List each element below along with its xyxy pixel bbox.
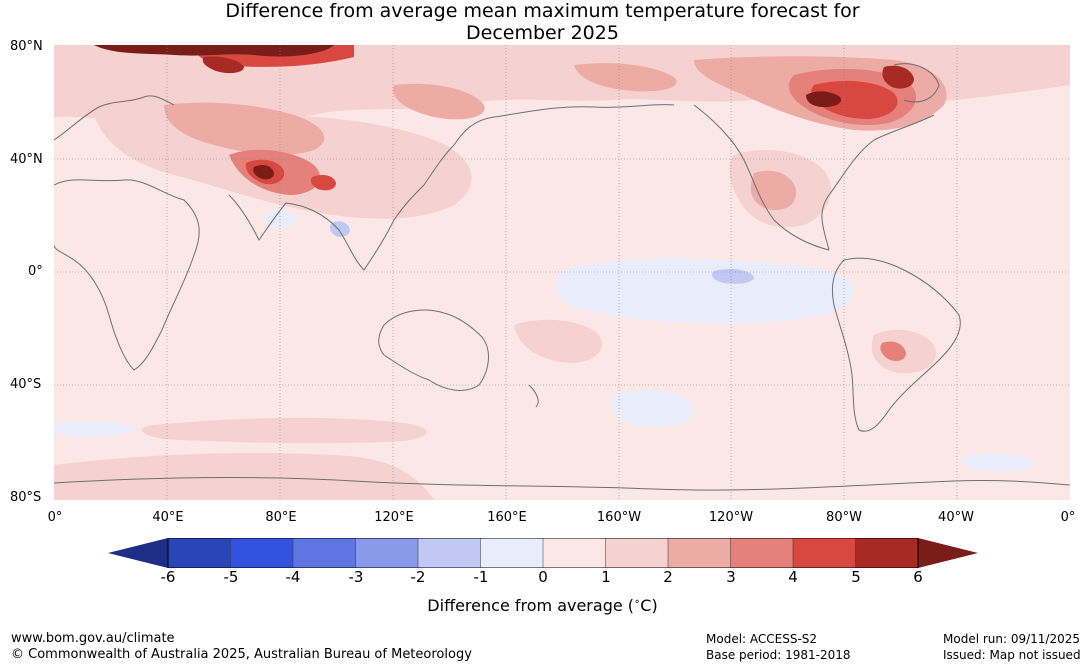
anomaly-zone-north-siberia-6 [94,45,334,57]
colorbar-tick: -1 [473,568,489,586]
lon-label-160e: 160°E [487,510,527,525]
anomaly-zone-siberia-2 [393,83,485,120]
coastline-australia [378,309,489,391]
coastline-antarctica [54,476,1070,491]
anomaly-zone-pacific-cool-core [712,269,754,284]
lon-label-80w: 80°W [826,510,862,525]
coastline-europe [54,95,175,141]
lat-label-equator: 0° [28,264,43,279]
colorbar-tick: 5 [851,568,861,586]
anomaly-zone-greenland-5 [882,65,914,89]
colorbar-label-text: Difference from average ( [427,596,635,615]
colorbar-cell [480,538,544,568]
footer-issued: Issued: Map not issued [943,648,1081,662]
anomaly-zone-alaska-2 [574,63,677,92]
coastline-north-america-west [693,104,830,251]
anomaly-zone-china-4 [310,175,336,191]
colorbar-tick: -4 [285,568,301,586]
colorbar-cell [292,538,357,568]
lat-label-40s: 40°S [10,377,42,392]
lon-label-0-east: 0° [1060,510,1076,525]
degree-symbol: ∘ [634,596,641,608]
graticule [54,45,1070,500]
map-title-line-2: December 2025 [466,22,619,44]
footer-model-run: Model run: 09/11/2025 [943,632,1081,646]
coastline-south-america [831,257,961,432]
anomaly-zone-canada-6 [806,91,842,107]
colorbar-tick: 0 [538,568,548,586]
anomaly-zone-pacific-cool [556,258,854,324]
anomaly-zone-australia-2 [514,319,603,363]
coastline-se-asia [285,144,455,271]
lon-label-0-west: 0° [47,510,63,525]
lon-label-120w: 120°W [708,510,754,525]
colorbar-tick: 3 [726,568,736,586]
lon-label-120e: 120°E [374,510,414,525]
anomaly-zone-antarctica-2 [54,453,434,500]
lon-label-160w: 160°W [596,510,642,525]
colorbar-cells [167,538,919,568]
colorbar-cell [730,538,794,568]
coastline-east-asia [453,104,675,146]
coastline-new-zealand [528,384,539,408]
anomaly-zone-yamal-5 [202,56,244,74]
colorbar-cell [417,538,482,568]
lon-label-40w: 40°W [938,510,974,525]
colorbar-tick: 1 [601,568,611,586]
anomaly-zone-brazil-3 [880,341,906,361]
lon-label-40e: 40°E [152,510,184,525]
footer-site: www.bom.gov.au/climate [11,631,175,646]
coastline-africa [54,179,200,371]
footer-base-period: Base period: 1981-2018 [706,648,851,662]
map-title-line-1: Difference from average mean maximum tem… [225,0,860,22]
coastline-india [228,194,287,241]
lon-label-80e: 80°E [265,510,297,525]
lat-label-80s: 80°S [10,490,42,505]
anomaly-zone-south-pacific-cool [610,389,695,428]
colorbar-tick: 4 [788,568,798,586]
anomaly-zone-southern-cool-east [962,453,1035,472]
colorbar-tick: -6 [160,568,176,586]
colorbar-tick: 6 [913,568,923,586]
colorbar [108,538,978,568]
colorbar-extend-low [108,538,168,568]
colorbar-cell [167,538,232,568]
footer-model: Model: ACCESS-S2 [706,632,818,646]
lat-label-40n: 40°N [10,152,43,167]
colorbar-cell [230,538,294,568]
colorbar-outline [167,538,919,568]
colorbar-label: Difference from average (∘C) [0,596,1085,615]
coastline-greenland [893,63,940,103]
colorbar-cell [667,538,732,568]
colorbar-extend-high [918,538,978,568]
colorbar-tick: 2 [663,568,673,586]
colorbar-cell [355,538,419,568]
colorbar-cell [605,538,669,568]
colorbar-cell [792,538,857,568]
anomaly-zone-tibet-6 [253,165,274,180]
anomaly-zone-canada-4 [811,80,898,119]
anomaly-zone-asia-2 [164,102,325,155]
colorbar-label-unit: C) [640,596,658,615]
colorbar-cell [855,538,919,568]
lat-label-80n: 80°N [10,39,43,54]
anomaly-zone-southern-cool-west [54,420,135,437]
coastlines [54,63,1070,491]
colorbar-tick: -2 [410,568,426,586]
colorbar-tick: -5 [223,568,239,586]
colorbar-tick: -3 [348,568,364,586]
footer-copyright: © Commonwealth of Australia 2025, Austra… [11,647,472,662]
colorbar-cell [542,538,607,568]
coastline-north-america-east [821,114,935,251]
anomaly-zone-india-cool [263,209,297,228]
temperature-anomaly-map [54,45,1070,500]
anomaly-zone-southern-ocean-2 [141,417,427,444]
